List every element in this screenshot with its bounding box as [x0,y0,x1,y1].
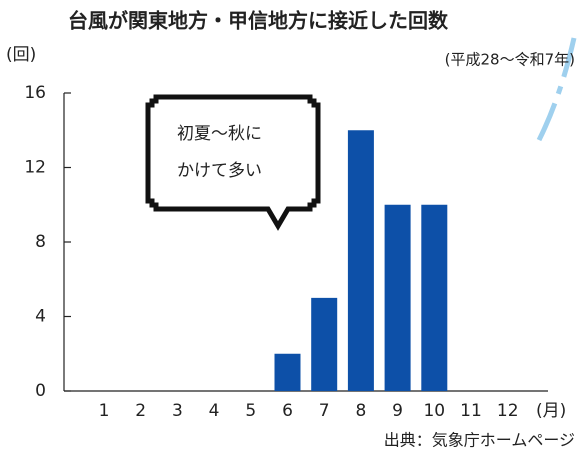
x-tick-label: 5 [245,401,256,421]
x-tick-label: 4 [209,401,220,421]
x-tick-label: 12 [497,401,519,421]
y-tick-label: 0 [35,381,46,401]
x-tick-label: 11 [460,401,482,421]
x-tick-label: 8 [355,401,366,421]
x-axis-label: (月) [536,401,566,421]
y-axis-label: (回) [6,45,36,65]
x-tick-label: 10 [423,401,445,421]
bar [384,204,411,391]
bar [421,204,448,391]
x-tick-label: 6 [282,401,293,421]
y-tick-label: 8 [35,232,46,252]
y-tick-label: 12 [24,158,46,178]
decoration [533,37,577,148]
source: 出典：気象庁ホームページ [384,431,575,450]
x-tick-label: 3 [172,401,183,421]
y-tick-label: 4 [35,307,46,327]
annotation: かけて多い [177,161,262,181]
x-tick-label: 1 [99,401,110,421]
annotation: 初夏〜秋に [177,124,262,144]
chart-subtitle: (平成28〜令和7年) [445,51,575,69]
x-tick-label: 9 [392,401,403,421]
bar [347,130,374,391]
x-tick-label: 2 [135,401,146,421]
y-tick-label: 16 [24,83,46,103]
x-tick-label: 7 [319,401,330,421]
speech-bubble [145,94,321,231]
chart-title: 台風が関東地方・甲信地方に接近した回数 [68,9,449,33]
bar [311,297,338,391]
bar [274,353,301,391]
